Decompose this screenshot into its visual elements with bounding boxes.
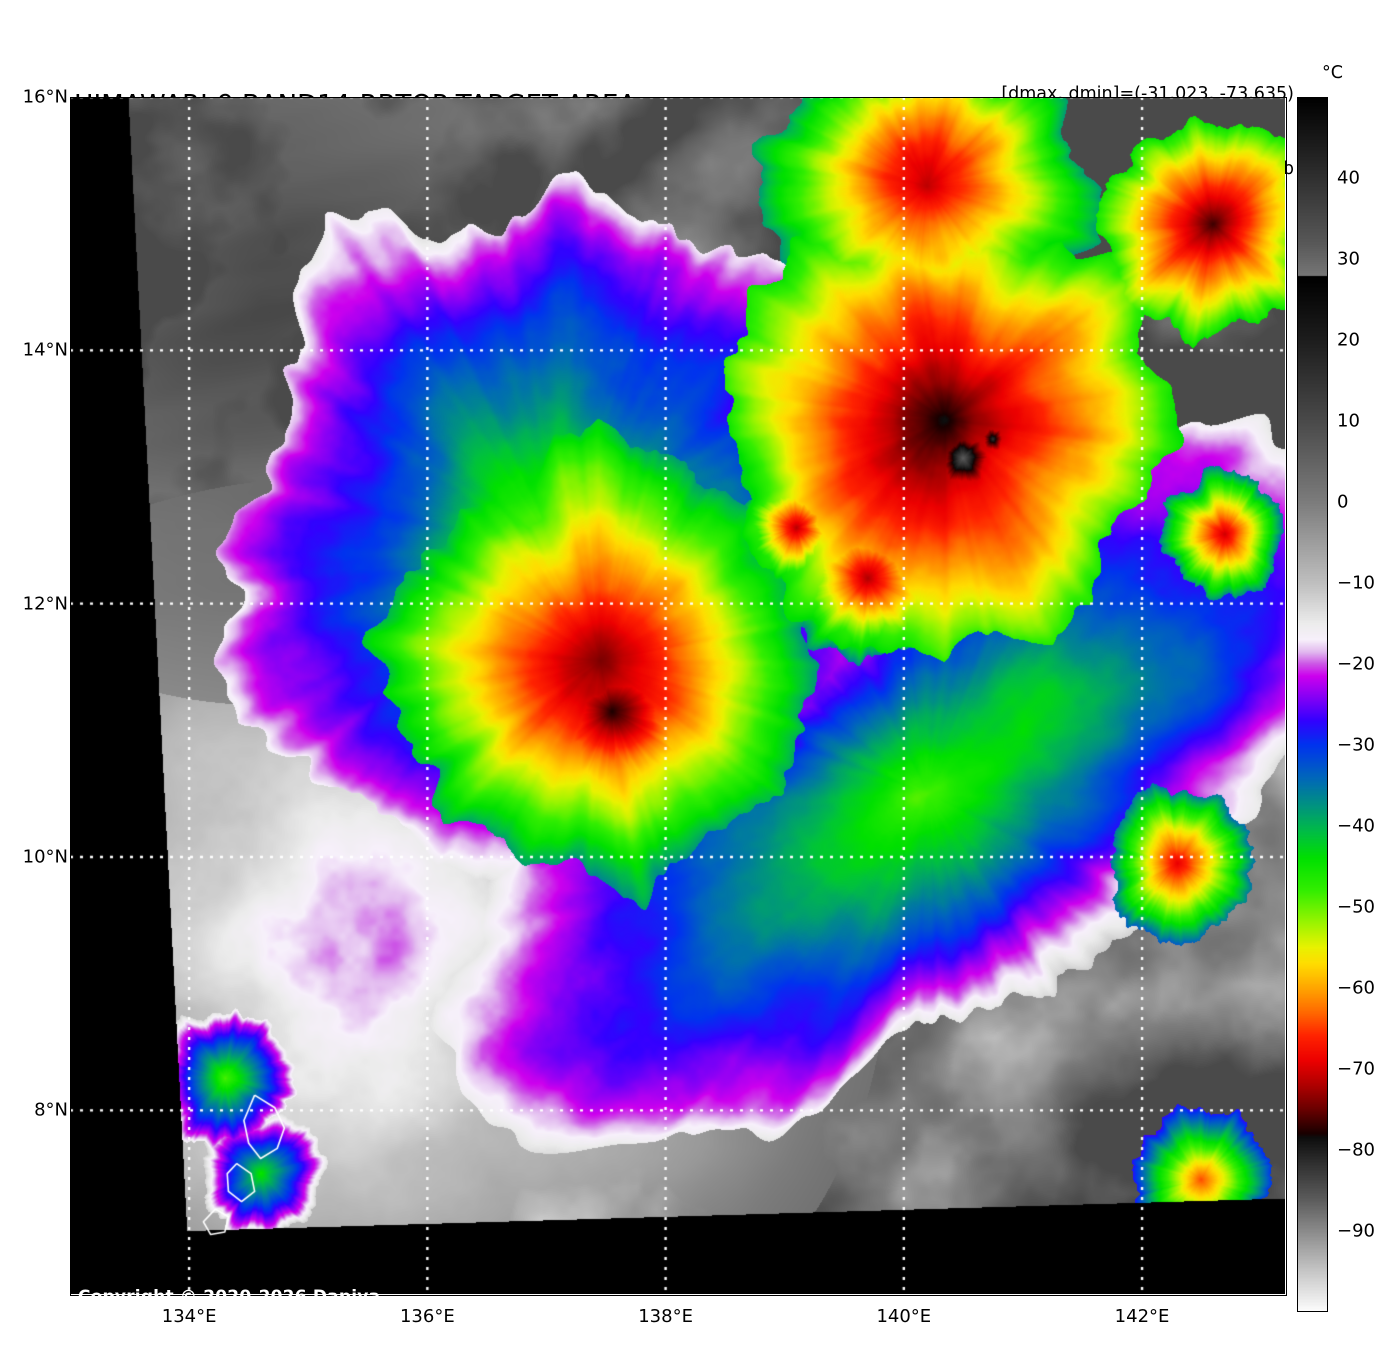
- colorbar-tick-4: 0: [1337, 491, 1349, 513]
- lat-tick-4: 8°N: [34, 1099, 68, 1121]
- colorbar-tick-3: 10: [1337, 410, 1360, 432]
- colorbar-gradient: [1297, 97, 1328, 1312]
- lat-tick-0: 16°N: [22, 86, 68, 108]
- colorbar-tick-11: −70: [1337, 1058, 1375, 1080]
- colorbar-unit-label: °C: [1322, 63, 1343, 83]
- lon-tick-4: 142°E: [1114, 1306, 1170, 1327]
- colorbar-tick-9: −50: [1337, 896, 1375, 918]
- temperature-colorbar[interactable]: [1297, 97, 1328, 1312]
- lat-tick-2: 12°N: [22, 593, 68, 615]
- lon-tick-0: 134°E: [161, 1306, 217, 1327]
- colorbar-tick-12: −80: [1337, 1139, 1375, 1161]
- satellite-image-plot[interactable]: [70, 97, 1285, 1294]
- colorbar-tick-2: 20: [1337, 329, 1360, 351]
- copyright-notice: Copyright © 2020-2026 Dapiya: [78, 1287, 381, 1307]
- lon-tick-1: 136°E: [399, 1306, 455, 1327]
- lon-tick-3: 140°E: [876, 1306, 932, 1327]
- lat-tick-1: 14°N: [22, 339, 68, 361]
- colorbar-tick-5: −10: [1337, 572, 1375, 594]
- satellite-imagery-canvas: [70, 97, 1285, 1294]
- colorbar-tick-8: −40: [1337, 815, 1375, 837]
- colorbar-tick-13: −90: [1337, 1220, 1375, 1242]
- lon-tick-2: 138°E: [638, 1306, 693, 1327]
- colorbar-tick-6: −20: [1337, 653, 1375, 675]
- colorbar-tick-7: −30: [1337, 734, 1375, 756]
- colorbar-tick-1: 30: [1337, 248, 1360, 270]
- colorbar-tick-0: 40: [1337, 167, 1360, 189]
- colorbar-tick-10: −60: [1337, 977, 1375, 999]
- lat-tick-3: 10°N: [22, 846, 68, 868]
